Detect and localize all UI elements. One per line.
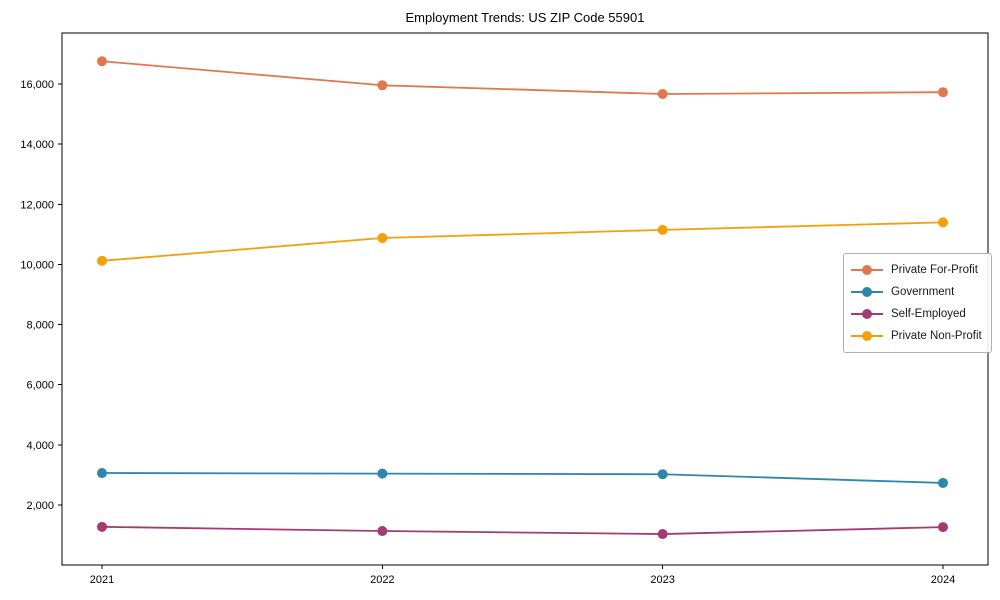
y-tick-label: 4,000 <box>26 440 54 452</box>
series-line-private-for-profit <box>101 60 944 95</box>
data-point <box>938 217 948 228</box>
y-tick-label: 12,000 <box>20 199 54 211</box>
data-point <box>657 469 668 480</box>
data-point <box>97 468 107 479</box>
legend-label: Private For-Profit <box>891 264 978 276</box>
y-tick-label: 8,000 <box>26 320 54 332</box>
series-line-government <box>101 472 944 484</box>
y-tick-label: 10,000 <box>20 259 54 271</box>
legend-label: Government <box>891 286 955 298</box>
legend-item-private-for-profit: Private For-Profit <box>851 259 982 281</box>
chart-title: Employment Trends: US ZIP Code 55901 <box>405 10 645 25</box>
legend-item-self-employed: Self-Employed <box>851 303 982 325</box>
legend: Private For-Profit Government Self-Employe… <box>843 253 992 353</box>
legend-item-private-non-profit: Private Non-Profit <box>851 325 982 347</box>
data-point <box>97 255 107 266</box>
data-point <box>377 526 388 537</box>
data-point <box>657 89 668 100</box>
data-point <box>377 468 388 479</box>
y-tick-label: 6,000 <box>26 380 54 392</box>
legend-marker-icon <box>851 331 883 341</box>
data-point <box>938 477 948 488</box>
y-tick-label: 2,000 <box>26 500 54 512</box>
legend-label: Private Non-Profit <box>891 330 982 342</box>
x-tick-label: 2023 <box>650 574 674 586</box>
x-tick-label: 2024 <box>931 574 955 586</box>
x-tick-label: 2022 <box>370 574 394 586</box>
data-point <box>657 224 668 235</box>
legend-item-government: Government <box>851 281 982 303</box>
x-tick-label: 2021 <box>90 574 114 586</box>
legend-marker-icon <box>851 287 883 297</box>
series-line-private-non-profit <box>101 221 944 262</box>
data-point <box>657 529 668 540</box>
data-point <box>938 87 948 98</box>
data-point <box>377 232 388 243</box>
legend-marker-icon <box>851 265 883 275</box>
data-point <box>97 56 107 67</box>
data-point <box>97 521 107 532</box>
y-tick-label: 16,000 <box>20 79 54 91</box>
y-tick-label: 14,000 <box>20 139 54 151</box>
legend-label: Self-Employed <box>891 308 966 320</box>
data-point <box>938 522 948 533</box>
legend-marker-icon <box>851 309 883 319</box>
series-line-self-employed <box>101 525 944 535</box>
data-point <box>377 80 388 91</box>
